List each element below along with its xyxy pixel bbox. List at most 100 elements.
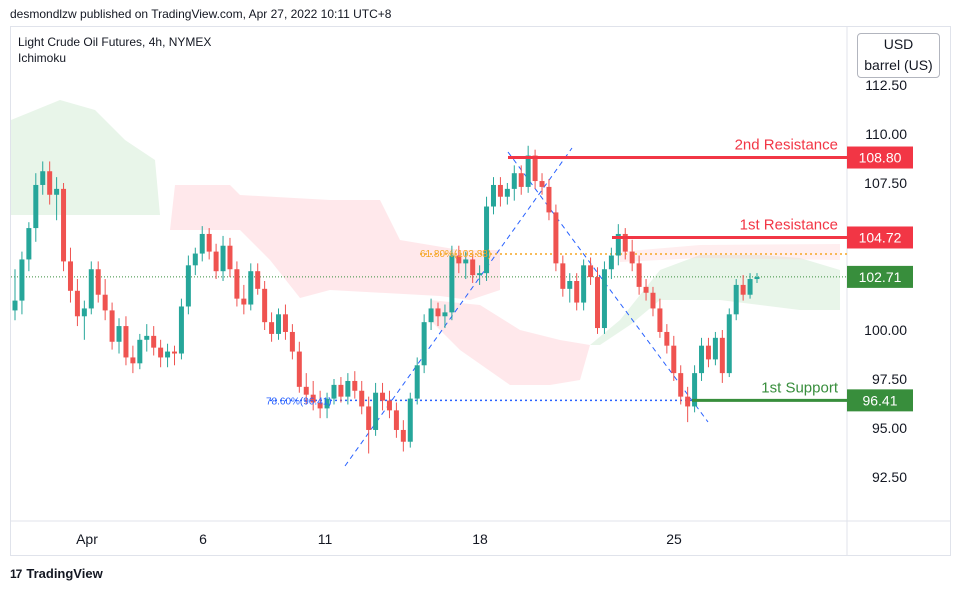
candle	[130, 345, 136, 374]
price-tick-label: 110.00	[865, 126, 907, 142]
candle-body	[19, 259, 25, 301]
candle	[380, 382, 386, 411]
candle	[518, 165, 524, 195]
tradingview-logo-icon: 17	[10, 566, 22, 581]
candle	[539, 173, 545, 195]
candle	[296, 341, 302, 393]
candle	[102, 279, 108, 321]
candle	[497, 177, 503, 207]
candle-body	[144, 335, 150, 340]
candle	[54, 177, 60, 221]
candle-body	[151, 335, 157, 348]
candle-body	[54, 188, 60, 195]
unit-selector[interactable]: USD barrel (US)	[857, 33, 940, 78]
candle	[74, 279, 80, 327]
candle	[144, 324, 150, 352]
candle	[740, 275, 746, 301]
candle	[151, 326, 157, 356]
candle-body	[449, 255, 455, 313]
candle-body	[359, 390, 365, 407]
candle-body	[241, 298, 247, 305]
candle-body	[463, 259, 469, 264]
candle-body	[269, 322, 275, 334]
candle-body	[171, 351, 177, 354]
candle	[386, 390, 392, 419]
candle	[185, 255, 191, 315]
candle	[595, 267, 601, 334]
candle	[116, 318, 122, 354]
candle	[352, 371, 358, 399]
candle	[123, 316, 129, 366]
candle-body	[276, 314, 282, 334]
candle-body	[608, 255, 614, 270]
candle-body	[373, 392, 379, 430]
candle	[719, 330, 725, 383]
candle-body	[303, 386, 309, 395]
tradingview-logo[interactable]: 17 TradingView	[10, 566, 103, 581]
candle-body	[165, 351, 171, 358]
candle-body	[88, 269, 94, 309]
candle	[19, 251, 25, 315]
candle	[324, 392, 330, 419]
price-tick-label: 95.00	[872, 420, 907, 436]
candle-body	[601, 269, 607, 329]
symbol-title[interactable]: Light Crude Oil Futures, 4h, NYMEX	[18, 35, 212, 49]
candle-body	[685, 396, 691, 407]
candle	[95, 261, 101, 303]
fib-786-label: 78.60%(96.41)	[266, 396, 332, 407]
candle-body	[740, 284, 746, 295]
candle	[615, 224, 621, 266]
price-tick-label: 112.50	[865, 77, 907, 93]
candle	[310, 380, 316, 411]
candle	[303, 373, 309, 405]
candle-body	[671, 345, 677, 374]
unit-label[interactable]: barrel (US)	[864, 57, 933, 73]
candle-body	[539, 181, 545, 187]
candle-body	[428, 308, 434, 323]
candle	[484, 196, 490, 281]
chart-legend: Light Crude Oil Futures, 4h, NYMEX Ichim…	[18, 34, 211, 66]
candle	[407, 392, 413, 448]
candle	[67, 247, 73, 303]
candle	[331, 379, 337, 405]
time-tick-label: 11	[318, 531, 333, 547]
candle	[601, 261, 607, 334]
time-tick-label: 18	[472, 531, 488, 547]
candle	[712, 331, 718, 366]
candle	[109, 302, 115, 350]
candle	[47, 161, 53, 205]
candle	[622, 228, 628, 260]
candle	[643, 279, 649, 301]
time-tick-label: 6	[199, 531, 207, 547]
price-axis-ticks: 112.50 110.00 107.50 100.00 97.50 95.00 92.50	[864, 77, 907, 485]
candle	[366, 396, 372, 454]
candle-body	[650, 292, 656, 309]
candle-body	[310, 394, 316, 403]
svg-text:102.71: 102.71	[859, 269, 902, 285]
candle	[664, 324, 670, 354]
candle-body	[227, 245, 233, 270]
candle-body	[255, 271, 261, 289]
candle-body	[199, 233, 205, 254]
candle-body	[47, 171, 53, 195]
candle	[546, 179, 552, 221]
ichimoku-cloud	[11, 100, 840, 385]
currency-label[interactable]: USD	[883, 36, 914, 52]
candle	[269, 312, 275, 342]
candle	[671, 335, 677, 381]
candle	[747, 273, 753, 299]
candle	[629, 239, 635, 272]
candle-body	[331, 384, 337, 399]
candle-body	[567, 281, 573, 289]
candle-body	[67, 261, 73, 291]
candle-body	[504, 188, 510, 197]
candle-body	[421, 322, 427, 366]
candle	[276, 308, 282, 340]
candle-body	[33, 184, 39, 229]
candle-body	[553, 212, 559, 264]
candle	[282, 304, 288, 340]
candle-body	[726, 314, 732, 374]
indicator-label[interactable]: Ichimoku	[18, 51, 67, 65]
candle-body	[81, 308, 87, 317]
